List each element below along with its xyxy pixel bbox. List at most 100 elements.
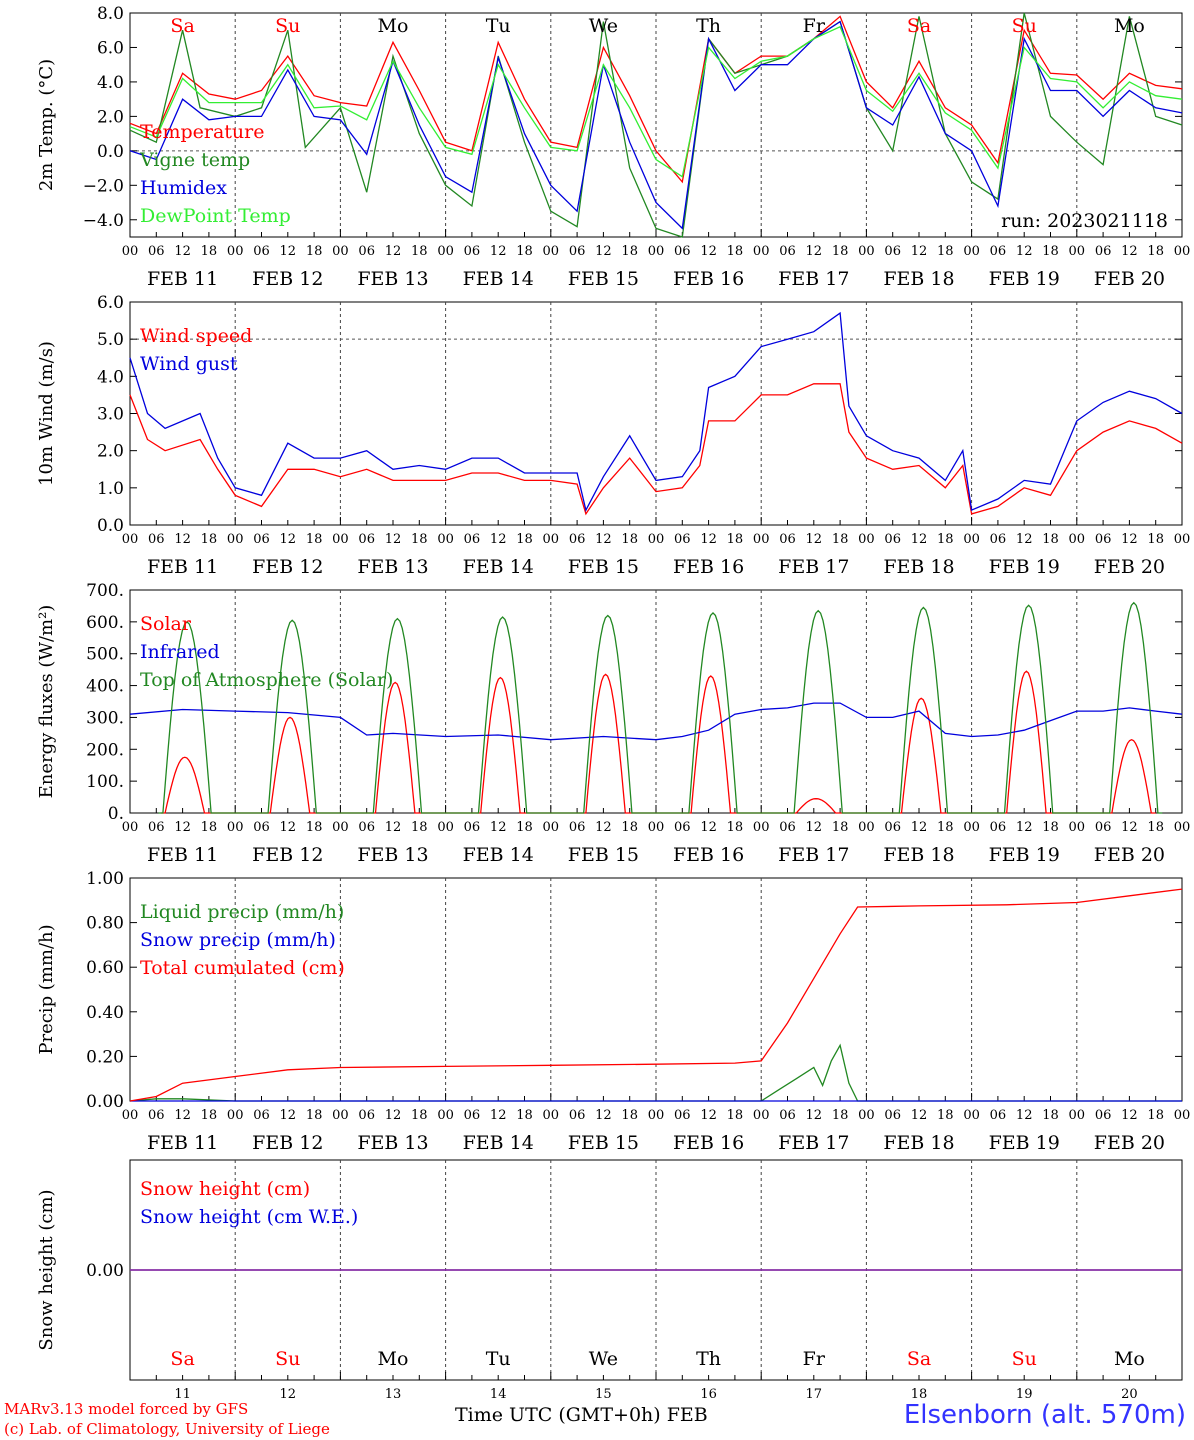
hour-tick-label: 12	[280, 532, 297, 547]
hour-tick-label: 00	[858, 1108, 875, 1123]
hour-tick-label: 18	[727, 1108, 744, 1123]
hour-tick-label: 00	[858, 820, 875, 835]
hour-tick-label: 18	[411, 820, 428, 835]
hour-tick-label: 00	[437, 1108, 454, 1123]
hour-tick-label: 18	[306, 244, 323, 259]
hour-tick-label: 00	[437, 820, 454, 835]
y-tick-label: 700.	[86, 581, 124, 601]
hour-tick-label: 06	[1095, 244, 1112, 259]
hour-tick-label: 18	[621, 1108, 638, 1123]
hour-tick-label: 06	[464, 820, 481, 835]
hour-tick-label: 18	[621, 244, 638, 259]
hour-tick-label: 12	[1016, 1108, 1033, 1123]
hour-tick-label: 18	[727, 820, 744, 835]
hour-tick-label: 12	[174, 532, 191, 547]
legend-entry: Wind speed	[140, 325, 252, 347]
hour-tick-label: 12	[806, 244, 823, 259]
hour-tick-label: 06	[674, 244, 691, 259]
hour-tick-label: 18	[516, 1108, 533, 1123]
hour-tick-label: 12	[174, 820, 191, 835]
series-line	[158, 601, 1163, 814]
y-tick-label: 600.	[86, 613, 124, 633]
hour-tick-label: 12	[700, 1108, 717, 1123]
hour-tick-label: 12	[1121, 820, 1138, 835]
date-label: FEB 17	[778, 1132, 849, 1154]
hour-tick-label: 00	[437, 532, 454, 547]
hour-tick-label: 12	[911, 820, 928, 835]
hour-tick-label: 18	[201, 820, 218, 835]
series-line	[129, 15, 1183, 184]
hour-tick-label: 18	[832, 532, 849, 547]
time-axis-label: Time UTC (GMT+0h) FEB	[455, 1404, 708, 1426]
y-tick-label: 3.0	[97, 405, 124, 425]
date-label: FEB 15	[568, 1132, 639, 1154]
hour-tick-label: 12	[1016, 820, 1033, 835]
hour-tick-label: 06	[569, 820, 586, 835]
hour-tick-label: 00	[332, 820, 349, 835]
day-name-label: Mo	[1114, 1348, 1145, 1370]
y-axis-label: Precip (mm/h)	[36, 924, 57, 1054]
hour-tick-label: 06	[779, 1108, 796, 1123]
series-group-wind	[129, 311, 1183, 516]
y-tick-label: 0.00	[86, 1092, 124, 1112]
y-tick-label: 0.00	[86, 1261, 124, 1281]
hour-tick-label: 18	[621, 820, 638, 835]
hour-tick-label: 06	[884, 1108, 901, 1123]
hour-tick-label: 18	[306, 1108, 323, 1123]
day-name-label: Sa	[907, 1348, 931, 1370]
hour-tick-label: 12	[595, 532, 612, 547]
day-name-label: Sa	[907, 15, 931, 37]
day-name-label: Mo	[1114, 15, 1145, 37]
date-label: FEB 18	[883, 556, 954, 578]
hour-tick-label: 06	[569, 244, 586, 259]
y-tick-label: 500.	[86, 645, 124, 665]
hour-tick-label: 18	[201, 1108, 218, 1123]
date-label: FEB 11	[147, 268, 218, 290]
date-label: FEB 18	[883, 1132, 954, 1154]
hour-tick-label: 18	[1147, 820, 1164, 835]
y-axis-label: Energy fluxes (W/m²)	[36, 605, 57, 799]
hour-tick-label: 18	[1042, 532, 1059, 547]
hour-tick-label: 00	[1069, 820, 1086, 835]
day-name-label: We	[589, 15, 618, 37]
hour-tick-label: 12	[806, 820, 823, 835]
hour-tick-label: 06	[779, 820, 796, 835]
y-axis-label: 2m Temp. (°C)	[36, 59, 57, 191]
hour-tick-label: 06	[464, 244, 481, 259]
legend-entry: Snow precip (mm/h)	[140, 929, 336, 951]
day-name-label: Th	[696, 1348, 721, 1370]
hour-tick-label: 12	[911, 1108, 928, 1123]
series-line	[129, 1043, 1182, 1102]
series-group-temp	[129, 12, 1183, 238]
hour-tick-label: 12	[700, 244, 717, 259]
hour-tick-label: 18	[516, 820, 533, 835]
hour-tick-label: 12	[385, 532, 402, 547]
day-number-label: 13	[385, 1387, 402, 1402]
hour-tick-label: 00	[648, 820, 665, 835]
hour-tick-label: 00	[227, 532, 244, 547]
y-tick-label: −2.0	[83, 176, 124, 196]
date-label: FEB 20	[1094, 556, 1165, 578]
hour-tick-label: 18	[411, 532, 428, 547]
hour-tick-label: 06	[148, 244, 165, 259]
y-tick-label: 1.0	[97, 479, 124, 499]
date-label: FEB 13	[357, 556, 428, 578]
hour-tick-label: 06	[253, 1108, 270, 1123]
hour-tick-label: 00	[122, 532, 139, 547]
day-name-label: Su	[275, 15, 300, 37]
y-tick-label: 400.	[86, 677, 124, 697]
hour-tick-label: 00	[227, 1108, 244, 1123]
hour-tick-label: 00	[122, 1108, 139, 1123]
hour-tick-label: 18	[411, 244, 428, 259]
hour-tick-label: 18	[1147, 244, 1164, 259]
hour-tick-label: 06	[358, 532, 375, 547]
hour-tick-label: 18	[937, 532, 954, 547]
hour-tick-label: 06	[674, 820, 691, 835]
date-label: FEB 12	[252, 844, 323, 866]
date-label: FEB 12	[252, 268, 323, 290]
hour-tick-label: 06	[569, 532, 586, 547]
hour-tick-label: 12	[490, 820, 507, 835]
hour-tick-label: 06	[148, 820, 165, 835]
hour-tick-label: 12	[1121, 532, 1138, 547]
hour-tick-label: 06	[990, 1108, 1007, 1123]
